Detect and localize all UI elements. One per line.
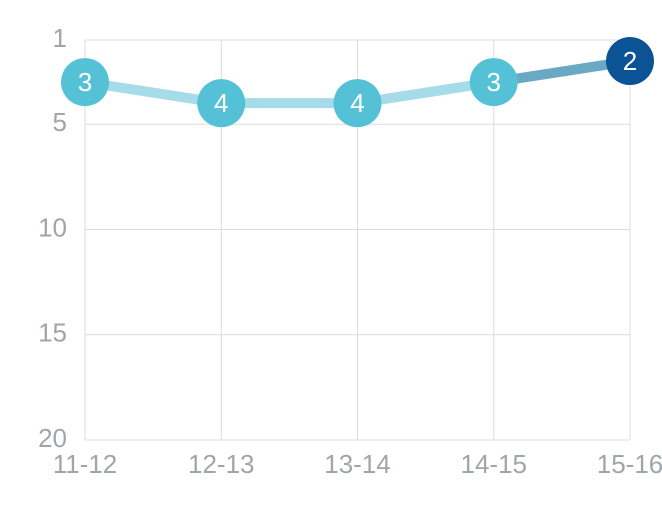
y-tick-label: 10 bbox=[38, 212, 67, 242]
x-tick-label: 13-14 bbox=[324, 449, 391, 479]
data-point-label: 4 bbox=[350, 88, 364, 118]
y-tick-label: 5 bbox=[53, 107, 67, 137]
x-tick-label: 11-12 bbox=[53, 449, 118, 479]
chart-svg: 1510152011-1212-1313-1414-1515-1634432 bbox=[0, 0, 662, 515]
data-point-label: 2 bbox=[623, 46, 637, 76]
data-point-label: 3 bbox=[487, 67, 501, 97]
data-point-label: 3 bbox=[78, 67, 92, 97]
y-tick-label: 1 bbox=[53, 23, 67, 53]
x-tick-label: 12-13 bbox=[188, 449, 255, 479]
y-tick-label: 15 bbox=[38, 318, 67, 348]
x-tick-label: 14-15 bbox=[461, 449, 528, 479]
ranking-line-chart: 1510152011-1212-1313-1414-1515-1634432 bbox=[0, 0, 662, 515]
x-tick-label: 15-16 bbox=[597, 449, 662, 479]
data-point-label: 4 bbox=[214, 88, 228, 118]
